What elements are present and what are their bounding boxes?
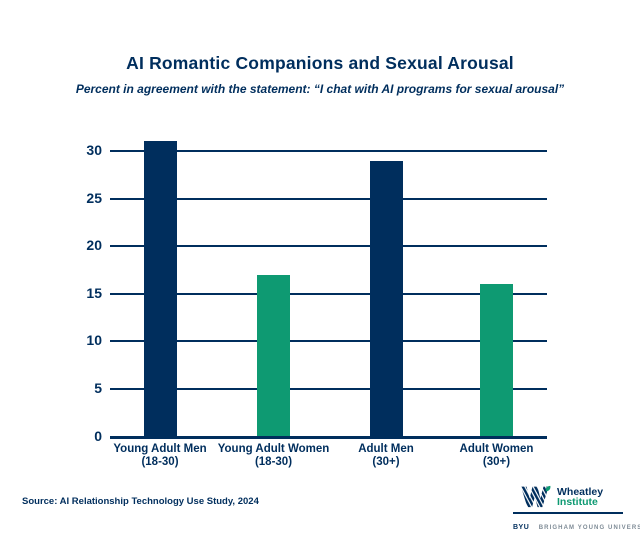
x-axis-label: Adult Women (30+): [427, 443, 567, 469]
gridline-15: [110, 292, 547, 295]
y-tick-label-15: 15: [86, 284, 102, 301]
wordmark-institute: Institute: [557, 496, 598, 508]
category-age-range: (18-30): [254, 456, 293, 468]
category-name: Young Adult Men: [113, 443, 207, 455]
gridline-10: [110, 340, 547, 343]
y-tick-label-10: 10: [86, 332, 102, 349]
x-axis-label: Adult Men (30+): [316, 443, 456, 469]
x-axis-label: Young Adult Men (18-30): [90, 443, 230, 469]
chart-subtitle: Percent in agreement with the statement:…: [75, 82, 565, 96]
bar-young-adult-women: [257, 274, 290, 437]
category-age-range: (18-30): [141, 456, 179, 468]
category-age-range: (30+): [372, 456, 400, 468]
wordmark-wheatley: Wheatley: [557, 486, 604, 498]
category-name: Young Adult Women: [217, 443, 330, 455]
bar-adult-women: [480, 284, 513, 437]
wheatley-w-icon: [521, 485, 551, 508]
y-tick-label-30: 30: [86, 141, 102, 158]
gridline-5: [110, 387, 547, 390]
category-age-range: (30+): [482, 456, 511, 468]
y-tick-label-5: 5: [94, 379, 102, 396]
bar-young-adult-men: [143, 141, 177, 437]
logo-divider: [513, 512, 623, 514]
gridline-20: [110, 245, 547, 248]
category-name: Adult Women: [459, 443, 534, 455]
x-axis-label: Young Adult Women (18-30): [204, 443, 344, 469]
gridline-30: [110, 149, 547, 152]
y-tick-label-20: 20: [86, 237, 102, 254]
wheatley-wordmark: Wheatley Institute: [557, 486, 604, 508]
gridline-0: [110, 435, 547, 439]
y-tick-label-0: 0: [94, 427, 102, 444]
byu-lockup: BYU BRIGHAM YOUNG UNIVERSITY: [513, 516, 640, 534]
gridline-25: [110, 197, 547, 200]
bar-adult-men: [369, 160, 403, 437]
byu-acronym: BYU: [513, 524, 530, 531]
y-tick-label-25: 25: [86, 189, 102, 206]
byu-name: BRIGHAM YOUNG UNIVERSITY: [538, 525, 640, 531]
category-name: Adult Men: [358, 443, 414, 455]
chart-title: AI Romantic Companions and Sexual Arousa…: [126, 53, 514, 73]
source-note: Source: AI Relationship Technology Use S…: [22, 496, 259, 507]
wheatley-institute-logo: Wheatley Institute BYU BRIGHAM YOUNG UNI…: [505, 483, 640, 534]
